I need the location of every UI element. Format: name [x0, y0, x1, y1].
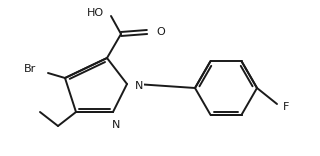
Text: N: N: [112, 120, 120, 130]
Text: HO: HO: [87, 8, 104, 18]
Text: O: O: [156, 27, 165, 37]
Text: Br: Br: [24, 64, 36, 74]
Text: N: N: [135, 81, 143, 91]
Text: F: F: [283, 102, 289, 112]
